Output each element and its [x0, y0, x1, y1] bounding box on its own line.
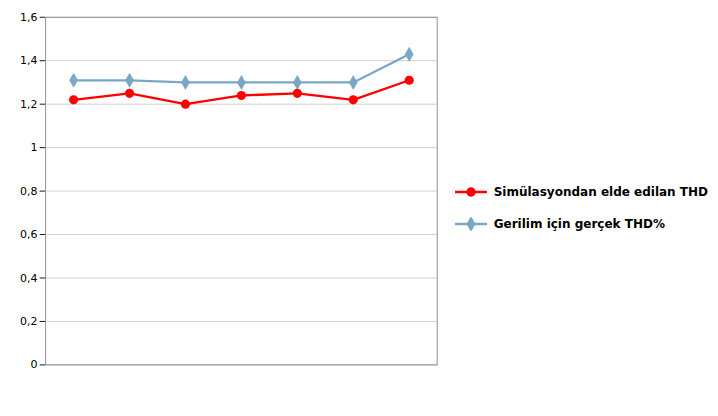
svg-text:1,2: 1,2	[20, 98, 37, 111]
svg-text:1,4: 1,4	[20, 54, 37, 67]
html-text:Gerilim için gerçek THD%: Gerilim için gerçek THD%	[493, 217, 665, 231]
svg-text:0,8: 0,8	[20, 185, 37, 198]
svg-text:0,6: 0,6	[20, 228, 37, 241]
svg-text:1: 1	[30, 141, 37, 154]
svg-text:0,4: 0,4	[20, 272, 37, 285]
svg-text:0: 0	[30, 358, 37, 371]
svg-text:1,6: 1,6	[20, 11, 37, 24]
svg-text:0,2: 0,2	[20, 315, 37, 328]
html-text:Simülasyondan elde edilan THD: Simülasyondan elde edilan THD	[493, 185, 708, 199]
